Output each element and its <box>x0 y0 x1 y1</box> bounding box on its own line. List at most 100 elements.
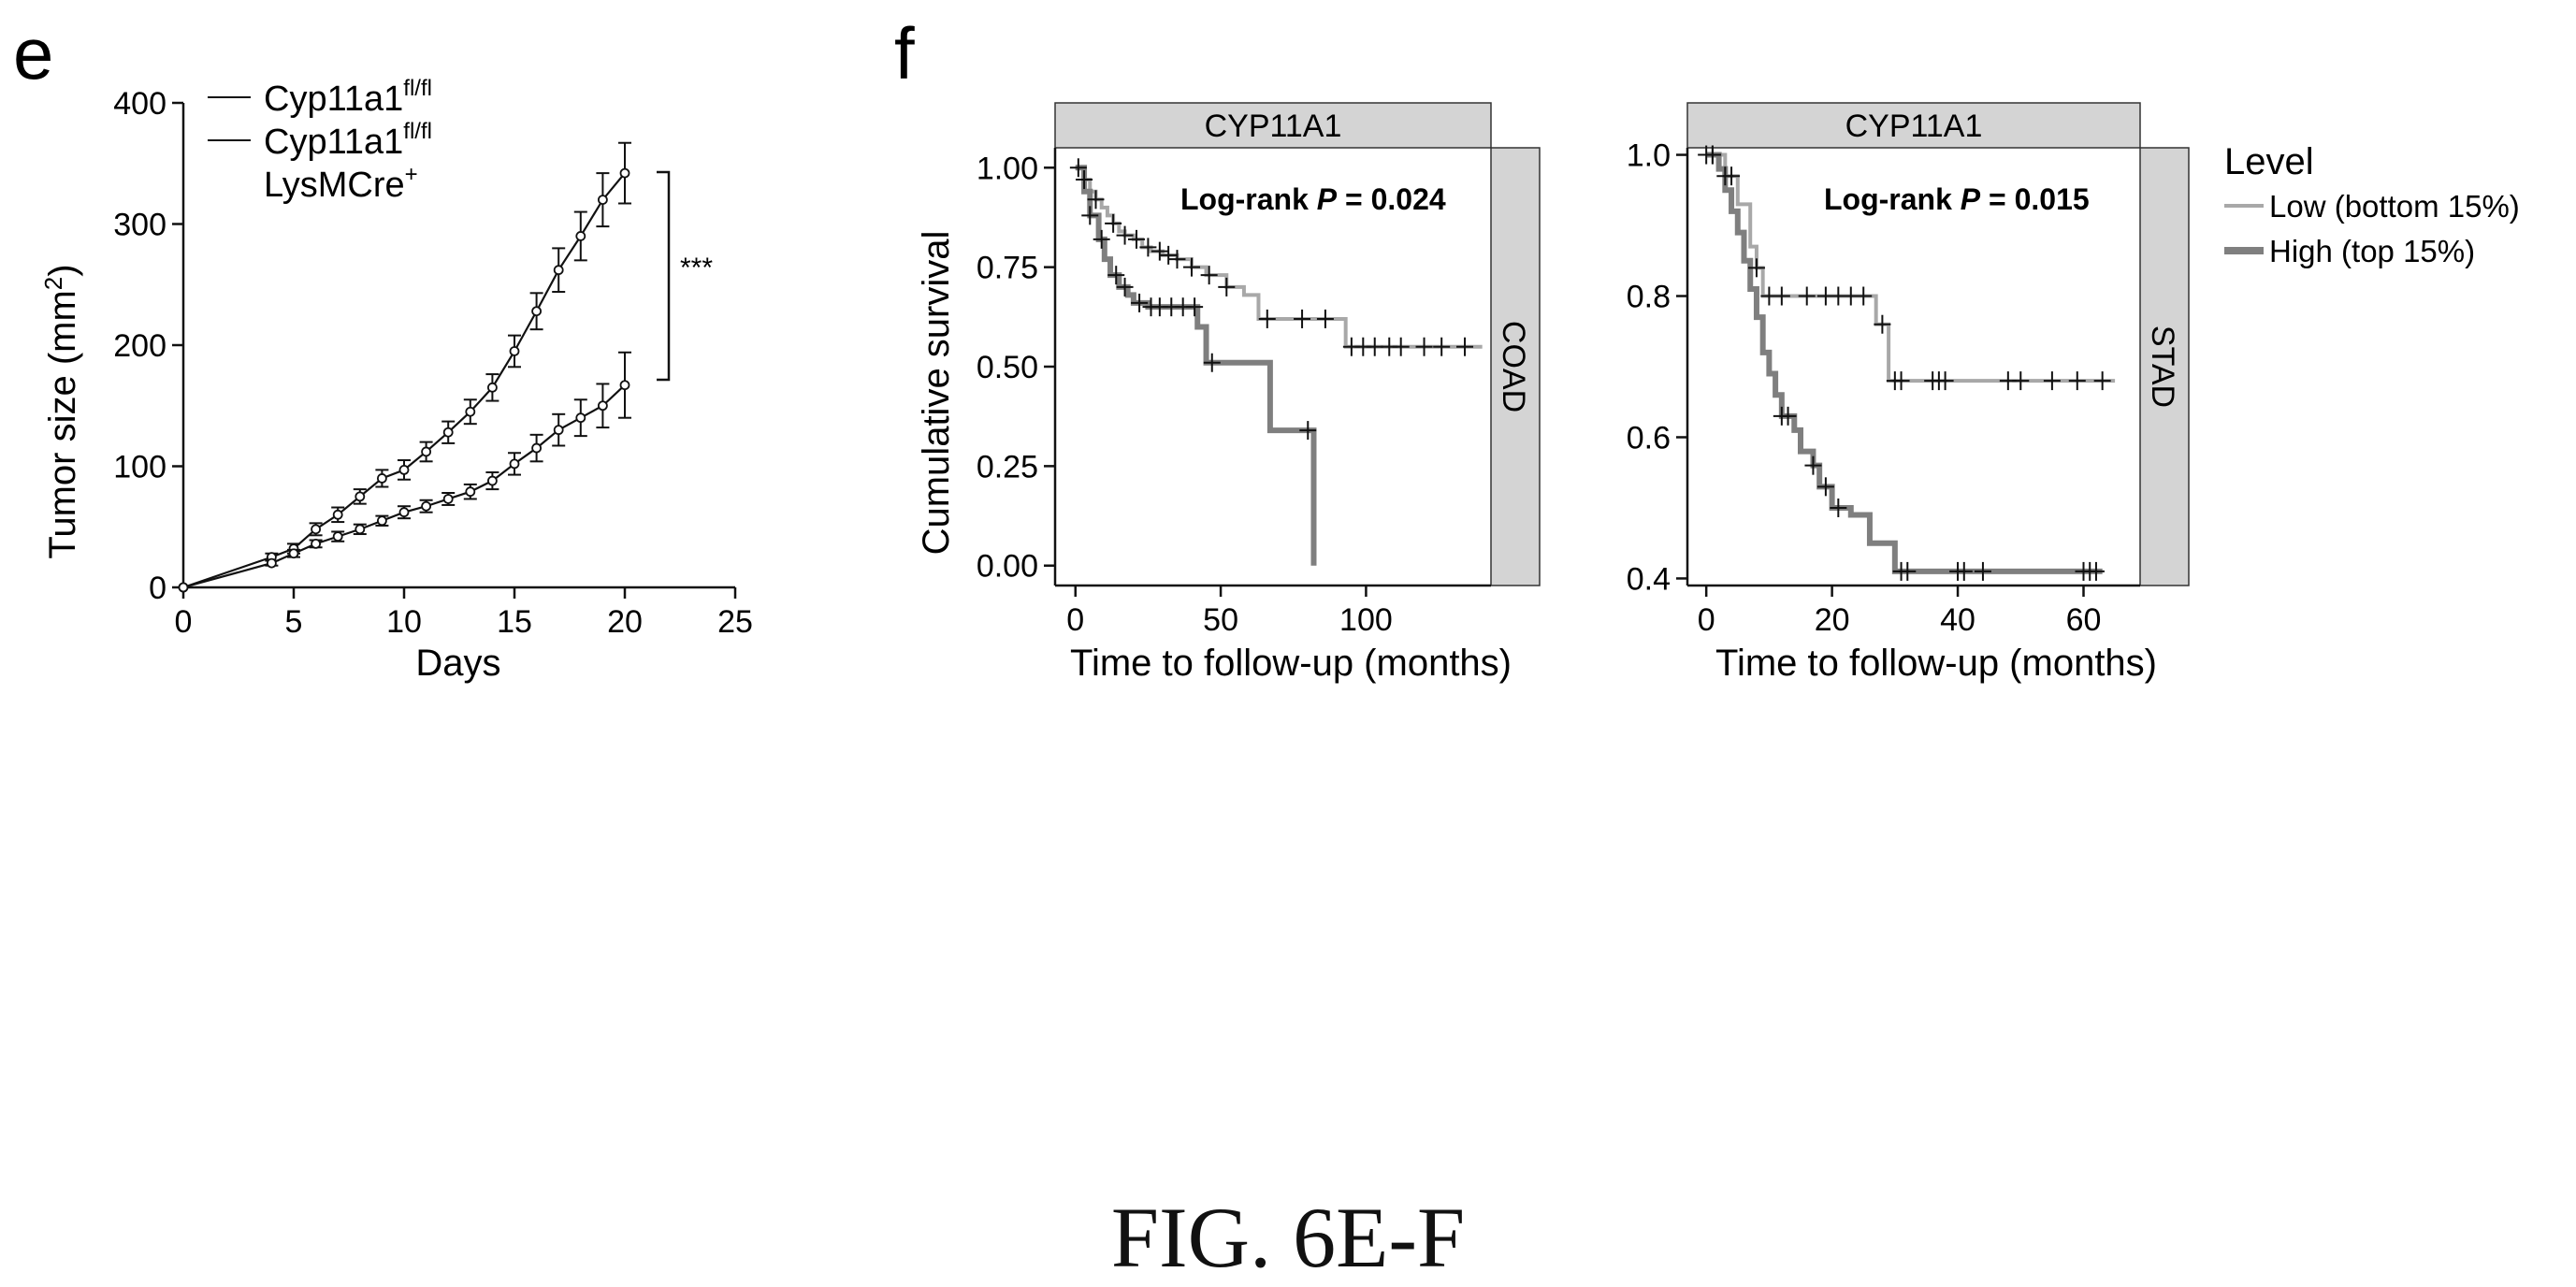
stad-x-tick-label: 20 <box>1815 602 1850 638</box>
coad-x-tick-label: 0 <box>1066 602 1084 638</box>
e-data-point <box>311 538 322 549</box>
e-legend-2-line2-sup: + <box>405 162 418 187</box>
e-data-point <box>442 427 454 438</box>
e-data-point <box>619 167 630 179</box>
e-legend-2-base: Cyp11a1 <box>264 123 403 162</box>
e-x-tick-label: 20 <box>607 604 643 640</box>
e-x-tick-label: 10 <box>386 604 422 640</box>
e-data-point <box>398 507 410 518</box>
e-y-tick-label: 400 <box>113 86 166 122</box>
e-data-point <box>575 412 586 424</box>
e-y-tick-label: 200 <box>113 328 166 364</box>
e-y-tick-label: 100 <box>113 450 166 485</box>
panel-label-f: f <box>894 12 915 94</box>
e-ylabel-sup: 2 <box>39 277 67 290</box>
stad-y-tick-label: 1.0 <box>1627 138 1671 174</box>
e-legend-entry-2-line2: LysMCre+ <box>264 162 418 205</box>
coad-series <box>1069 158 1483 566</box>
stad-x-tick-label: 40 <box>1940 602 1975 638</box>
coad-strip-right-label: COAD <box>1496 321 1531 412</box>
e-legend-entry-1: Cyp11a1fl/fl <box>264 76 432 119</box>
e-ylabel-main: Tumor size (mm <box>42 290 83 558</box>
coad-annotation-main: Log-rank <box>1180 182 1317 216</box>
e-significance-bracket <box>657 170 671 382</box>
e-data-point <box>465 406 476 417</box>
stad-y-tick-label: 0.8 <box>1627 280 1671 315</box>
e-y-tick-label: 0 <box>149 571 166 606</box>
stad-x-tick-label: 60 <box>2066 602 2102 638</box>
e-data-point <box>531 306 542 317</box>
e-legend-2-line2: LysMCre <box>264 166 405 205</box>
e-series <box>178 141 631 593</box>
coad-axes: 0 50 100 0.00 0.25 0.50 0.75 1.00 <box>977 148 1491 638</box>
e-data-point <box>376 515 387 527</box>
e-data-point <box>288 548 299 559</box>
stad-curve-high <box>1706 152 2103 574</box>
stad-series <box>1698 145 2116 581</box>
e-data-point <box>509 458 520 470</box>
stad-x-tick-label: 0 <box>1698 602 1715 638</box>
coad-annotation-val: = 0.024 <box>1337 182 1446 216</box>
e-legend-entry-2: Cyp11a1fl/fl <box>264 119 432 162</box>
stad-annotation-val: = 0.015 <box>1980 182 2090 216</box>
e-data-point <box>398 464 410 475</box>
coad-y-tick-label: 0.50 <box>977 350 1038 385</box>
chart-e: 0 5 10 15 20 25 0 100 200 300 400 Tumor size (mm2)… <box>39 76 753 684</box>
coad-y-tick-label: 0.25 <box>977 449 1038 484</box>
stad-annotation-p: P <box>1961 182 1981 216</box>
stad-strip-top-label: CYP11A1 <box>1845 108 1983 144</box>
stad-strip-top <box>1686 102 2141 149</box>
e-data-point <box>509 346 520 356</box>
stad-axes: 0 20 40 60 0.4 0.6 0.8 1.0 <box>1627 138 2140 638</box>
e-ylabel: Tumor size (mm2) <box>39 264 83 558</box>
figure-caption: FIG. 6E-F <box>1110 1190 1466 1285</box>
e-data-point <box>355 491 366 502</box>
coad-annotation: Log-rank P = 0.024 <box>1180 182 1446 216</box>
coad-strip-top-label: CYP11A1 <box>1205 108 1342 144</box>
e-data-point <box>332 531 343 542</box>
e-ylabel-end: ) <box>42 264 83 276</box>
e-data-point <box>332 509 343 520</box>
e-data-point <box>355 524 366 535</box>
stad-y-tick-label: 0.6 <box>1627 420 1671 456</box>
coad-y-tick-label: 1.00 <box>977 151 1038 186</box>
e-legend-2-sup: fl/fl <box>403 119 432 144</box>
e-data-point <box>575 231 586 241</box>
e-x-tick-label: 15 <box>497 604 532 640</box>
stad-strip-right <box>2139 147 2190 586</box>
stad-y-tick-label: 0.4 <box>1627 561 1671 597</box>
e-x-tick-label: 0 <box>175 604 193 640</box>
e-data-point <box>553 265 564 276</box>
panel-label-e: e <box>13 12 53 94</box>
chart-f-coad: CYP11A1 COAD 0 50 1000.000.250.500.751.00 … <box>916 102 1541 684</box>
e-x-tick-label: 5 <box>285 604 303 640</box>
e-xlabel: Days <box>415 643 500 684</box>
e-data-point <box>531 442 542 454</box>
e-y-tick-label: 300 <box>113 208 166 243</box>
coad-annotation-p: P <box>1317 182 1338 216</box>
e-data-point <box>266 557 277 569</box>
e-significance-label: *** <box>680 253 713 283</box>
coad-y-tick-label: 0.00 <box>977 549 1038 585</box>
legend-label-high: High (top 15%) <box>2269 234 2475 268</box>
e-data-point <box>442 494 454 504</box>
e-data-point <box>619 380 630 391</box>
legend-title: Level <box>2224 141 2314 182</box>
coad-x-tick-label: 100 <box>1339 602 1393 638</box>
e-data-point <box>553 425 564 436</box>
coad-strip-right <box>1490 147 1541 586</box>
coad-y-tick-label: 0.75 <box>977 251 1038 286</box>
e-data-point <box>421 446 432 457</box>
coad-xlabel: Time to follow-up (months) <box>1070 643 1512 684</box>
e-series-line-1 <box>182 172 626 589</box>
stad-annotation: Log-rank P = 0.015 <box>1824 182 2090 216</box>
chart-f-stad: CYP11A1 STAD 0 20 40 60 0.4 0.6 0.8 1.0 Log-ran… <box>1627 102 2520 684</box>
coad-ylabel: Cumulative survival <box>916 231 957 556</box>
e-legend-1-sup: fl/fl <box>403 76 432 101</box>
stad-strip-right-label: STAD <box>2145 325 2180 408</box>
e-data-point <box>487 475 498 486</box>
legend-label-low: Low (bottom 15%) <box>2269 189 2520 224</box>
e-data-point <box>376 473 387 484</box>
coad-strip-top <box>1054 102 1492 149</box>
